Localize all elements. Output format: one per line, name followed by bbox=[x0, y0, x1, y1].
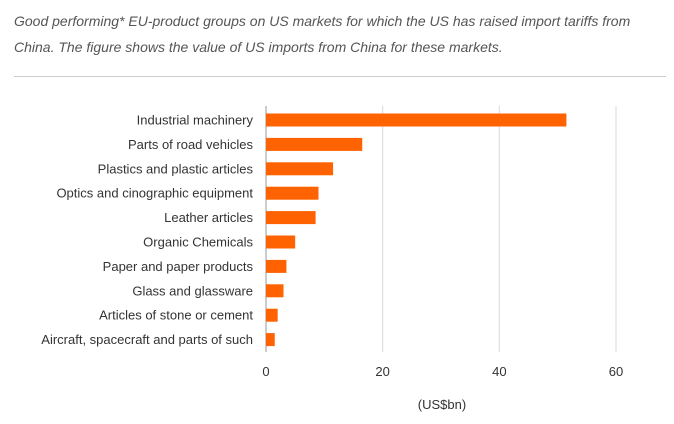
category-label-7: Paper and paper products bbox=[103, 259, 254, 274]
category-label-9: Articles of stone or cement bbox=[99, 308, 253, 323]
bar-1 bbox=[266, 113, 567, 127]
x-tick-label-60: 60 bbox=[609, 364, 623, 379]
gridlines bbox=[382, 106, 617, 352]
bar-2 bbox=[266, 137, 363, 151]
x-tick-labels: 0 20 40 60 bbox=[262, 364, 623, 379]
bar-10 bbox=[266, 333, 275, 347]
category-label-6: Organic Chemicals bbox=[143, 235, 253, 250]
caption-divider bbox=[14, 76, 666, 77]
bar-4 bbox=[266, 186, 319, 200]
bar-7 bbox=[266, 259, 287, 273]
category-label-10: Aircraft, spacecraft and parts of such bbox=[41, 332, 253, 347]
bar-6 bbox=[266, 235, 296, 249]
x-tick-label-40: 40 bbox=[492, 364, 506, 379]
category-label-2: Parts of road vehicles bbox=[128, 137, 254, 152]
category-label-3: Plastics and plastic articles bbox=[98, 161, 254, 176]
x-axis-unit-label: (US$bn) bbox=[418, 397, 466, 412]
category-label-1: Industrial machinery bbox=[137, 113, 254, 128]
bar-8 bbox=[266, 284, 284, 298]
bars bbox=[266, 113, 567, 347]
chart-caption: Good performing* EU-product groups on US… bbox=[14, 13, 631, 55]
category-label-8: Glass and glassware bbox=[132, 283, 253, 298]
category-labels: Industrial machinery Parts of road vehicl… bbox=[41, 113, 253, 348]
bar-9 bbox=[266, 308, 278, 322]
bar-3 bbox=[266, 162, 334, 176]
x-tick-label-20: 20 bbox=[375, 364, 389, 379]
category-label-5: Leather articles bbox=[164, 210, 253, 225]
x-tick-label-0: 0 bbox=[262, 364, 269, 379]
category-label-4: Optics and cinographic equipment bbox=[56, 186, 253, 201]
bar-5 bbox=[266, 211, 316, 225]
